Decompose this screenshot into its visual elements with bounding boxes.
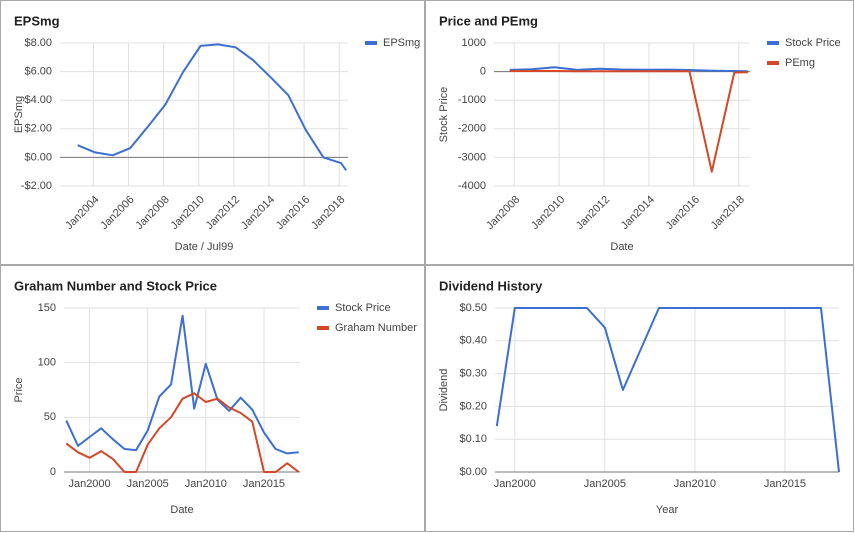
y-tick-label: 0 — [50, 466, 56, 478]
x-tick-label: Jan2015 — [764, 478, 806, 490]
x-axis-title: Date — [170, 504, 193, 516]
y-tick-label: $0.30 — [459, 368, 487, 380]
x-axis-title: Date — [610, 241, 633, 253]
y-tick-label: 1000 — [462, 37, 486, 49]
y-tick-label: -1000 — [458, 94, 486, 106]
y-tick-label: -3000 — [458, 151, 486, 163]
y-tick-label: $2.00 — [24, 123, 52, 135]
y-tick-label: $4.00 — [24, 94, 52, 106]
y-tick-label: 150 — [38, 302, 56, 314]
chart-title: Dividend History — [439, 278, 543, 293]
y-axis-title: Stock Price — [438, 87, 450, 143]
y-tick-label: 100 — [38, 357, 56, 369]
y-tick-label: $8.00 — [24, 37, 52, 49]
x-tick-label: Jan2000 — [494, 478, 536, 490]
legend-label: PEmg — [785, 57, 815, 69]
panel — [425, 0, 854, 265]
chart-title: EPSmg — [14, 13, 60, 28]
legend-label: EPSmg — [383, 37, 420, 49]
legend-label: Stock Price — [785, 37, 841, 49]
series-line — [495, 307, 840, 473]
x-tick-label: Jan2010 — [674, 478, 716, 490]
y-tick-label: $0.00 — [459, 466, 487, 478]
y-axis-title: Price — [13, 377, 25, 402]
y-tick-label: $0.20 — [459, 400, 487, 412]
x-axis-title: Year — [656, 504, 679, 516]
y-tick-label: -2000 — [458, 123, 486, 135]
legend-label: Graham Number — [335, 322, 417, 334]
chart-title: Price and PEmg — [439, 13, 538, 28]
series-line — [509, 66, 748, 73]
y-tick-label: 50 — [44, 411, 56, 423]
panel — [0, 265, 425, 532]
series-line — [509, 70, 748, 173]
legend-label: Stock Price — [335, 302, 391, 314]
x-tick-label: Jan2015 — [243, 478, 285, 490]
x-tick-label: Jan2005 — [127, 478, 169, 490]
series-line — [77, 43, 348, 171]
x-axis-title: Date / Jul99 — [175, 241, 234, 253]
y-tick-label: 0 — [480, 66, 486, 78]
y-axis-title: Dividend — [438, 369, 450, 412]
y-tick-label: -$2.00 — [21, 180, 52, 192]
y-tick-label: $0.50 — [459, 302, 487, 314]
y-tick-label: -4000 — [458, 180, 486, 192]
y-tick-label: $0.00 — [24, 151, 52, 163]
y-tick-label: $6.00 — [24, 66, 52, 78]
series-line — [65, 314, 299, 455]
x-tick-label: Jan2005 — [584, 478, 626, 490]
y-axis-title: EPSmg — [13, 96, 25, 133]
x-tick-label: Jan2000 — [68, 478, 110, 490]
series-line — [65, 392, 300, 473]
x-tick-label: Jan2010 — [185, 478, 227, 490]
chart-title: Graham Number and Stock Price — [14, 278, 217, 293]
y-tick-label: $0.10 — [459, 433, 487, 445]
y-tick-label: $0.40 — [459, 335, 487, 347]
panel — [425, 265, 854, 532]
